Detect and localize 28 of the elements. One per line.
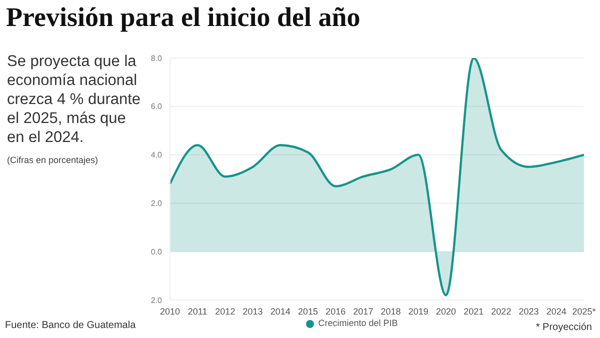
source-note: Fuente: Banco de Guatemala <box>5 320 136 331</box>
x-tick-label: 2010 <box>160 306 180 316</box>
x-tick-label: 2011 <box>188 306 208 316</box>
x-tick-label: 2018 <box>380 306 401 316</box>
y-tick-label: 0.0 <box>150 247 163 256</box>
y-tick-label: 4.0 <box>150 150 163 160</box>
x-tick-label: 2019 <box>408 306 428 316</box>
x-tick-label: 2021 <box>464 306 484 316</box>
y-tick-label: 6.0 <box>150 102 163 112</box>
y-tick-label: 2.0 <box>150 296 163 305</box>
text: (Cifras en porcentajes) <box>7 155 98 165</box>
x-tick-label: 2016 <box>326 306 346 316</box>
x-tick-label: 2013 <box>242 306 263 316</box>
text: * Proyección <box>536 322 592 333</box>
y-tick-label: 2.0 <box>150 199 163 208</box>
text: Se proyecta que la economía nacional crezca 4 % durante el 2025, más que en el 2024. <box>7 52 142 147</box>
x-tick-label: 2023 <box>518 306 539 316</box>
chart-title: Previsión para el inicio del año <box>6 2 360 33</box>
legend-label: Crecimiento del PIB <box>318 318 398 328</box>
x-tick-label: 2015 <box>298 306 318 316</box>
x-tick-label: 2017 <box>353 306 374 316</box>
x-tick-label: 2025* <box>572 306 596 316</box>
y-tick-label: 8.0 <box>150 54 163 63</box>
x-tick-label: 2020 <box>436 306 456 316</box>
x-tick-label: 2024 <box>546 306 566 316</box>
x-tick-label: 2014 <box>270 306 290 316</box>
x-tick-label: 2022 <box>491 306 512 316</box>
x-tick-label: 2012 <box>215 306 236 316</box>
